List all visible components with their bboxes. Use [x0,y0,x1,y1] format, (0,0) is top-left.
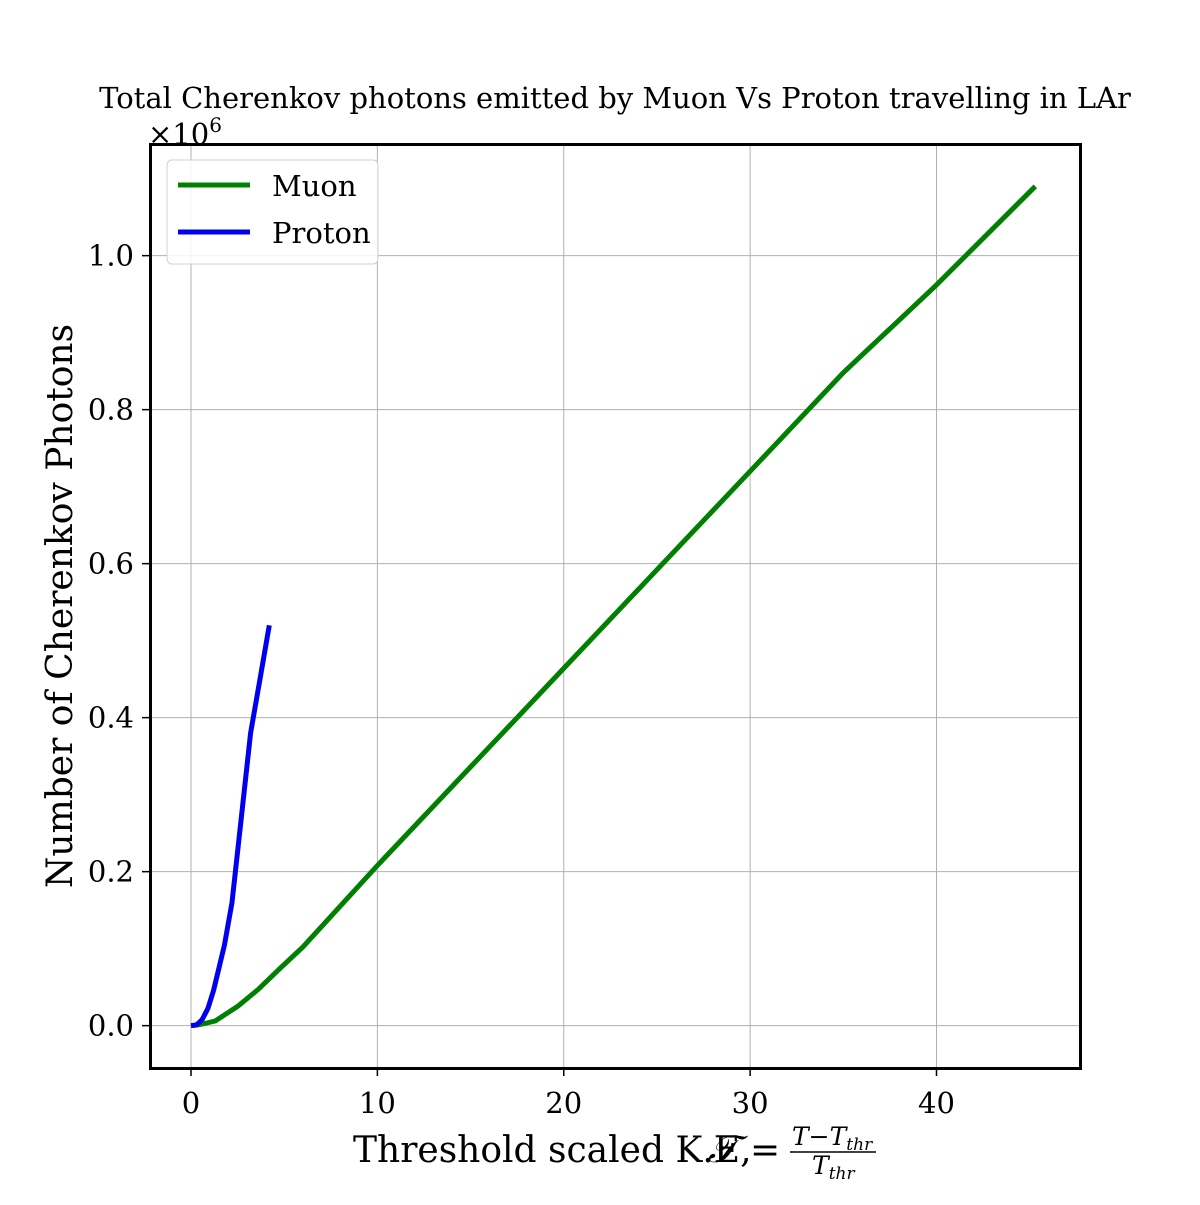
y-tick-label: 0.4 [88,701,134,735]
x-axis-label-equals: = [750,1130,780,1171]
x-axis-label-numerator: T−Tthr [792,1122,873,1155]
x-tick-label: 20 [545,1086,582,1120]
tick-layer: 0 10 20 30 40 0.0 0.2 0.4 0.6 0.8 1.0 [88,239,955,1120]
y-tick-label: 0.6 [88,547,134,581]
y-tick-label: 1.0 [88,239,134,273]
series-layer [190,184,1038,1029]
numerator-sub: thr [846,1135,873,1155]
grid-layer [150,144,1080,1068]
plot-frame [149,143,1082,1070]
series-line-muon [190,184,1038,1029]
x-tick-label: 10 [359,1086,396,1120]
legend-label-muon: Muon [272,169,357,203]
legend-label-proton: Proton [272,216,371,250]
chart-title: Total Cherenkov photons emitted by Muon … [99,81,1131,115]
legend: Muon Proton [166,159,379,265]
x-tick-label: 30 [732,1086,769,1120]
denominator-sub: thr [829,1164,856,1184]
y-tick-label: 0.8 [88,393,134,427]
x-tick-label: 40 [918,1086,955,1120]
x-axis-label: Threshold scaled K.E, 𝒯 = T−Tthr Tthr [353,1122,876,1184]
y-axis-label: Number of Cherenkov Photons [40,324,81,888]
y-tick-label: 0.0 [88,1009,134,1043]
denominator-main: T [812,1151,831,1180]
y-tick-label: 0.2 [88,855,134,889]
numerator-main: T−T [792,1122,849,1151]
y-offset-exponent: 6 [209,113,222,137]
x-axis-label-denominator: Tthr [812,1151,855,1184]
series-line-proton [190,624,272,1029]
x-tick-label: 0 [182,1086,200,1120]
x-axis-label-text: Threshold scaled K.E, [353,1130,752,1171]
